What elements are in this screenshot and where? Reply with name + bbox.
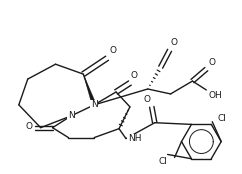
Text: O: O xyxy=(131,71,138,80)
Text: O: O xyxy=(109,46,116,55)
Text: O: O xyxy=(171,38,178,47)
Text: OH: OH xyxy=(208,91,222,100)
Text: O: O xyxy=(144,95,151,104)
Text: O: O xyxy=(26,122,33,131)
Text: N: N xyxy=(91,100,98,109)
Polygon shape xyxy=(83,74,96,106)
Text: Cl: Cl xyxy=(217,114,226,123)
Text: N: N xyxy=(68,111,75,120)
Text: Cl: Cl xyxy=(158,157,167,167)
Text: O: O xyxy=(208,58,215,67)
Text: NH: NH xyxy=(128,134,141,143)
